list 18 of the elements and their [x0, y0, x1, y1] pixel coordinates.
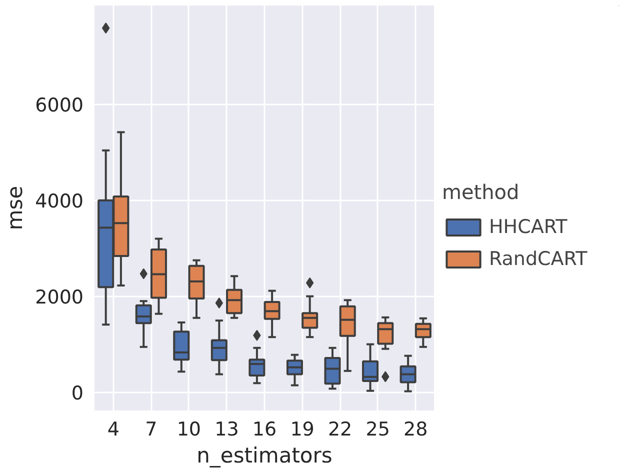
- x-tick-label: 10: [176, 418, 202, 440]
- x-tick-label: 22: [328, 418, 352, 440]
- y-tick-label: 2000: [35, 286, 84, 308]
- y-axis-title: mse: [3, 186, 28, 230]
- x-tick-label: 16: [252, 418, 277, 440]
- x-tick-label: 7: [145, 418, 158, 440]
- y-tick-label: 0: [71, 382, 84, 404]
- x-axis-title: n_estimators: [196, 444, 332, 468]
- legend-label: RandCART: [489, 248, 588, 270]
- legend-title: method: [442, 180, 520, 204]
- x-tick-label: 19: [290, 418, 314, 440]
- x-tick-label: 25: [366, 418, 390, 440]
- x-tick-label: 13: [214, 418, 239, 440]
- y-tick-label: 4000: [35, 190, 84, 212]
- legend-label: HHCART: [489, 216, 568, 238]
- x-tick-label: 4: [107, 418, 120, 440]
- y-tick-label: 6000: [35, 94, 84, 116]
- x-tick-label: 28: [404, 418, 428, 440]
